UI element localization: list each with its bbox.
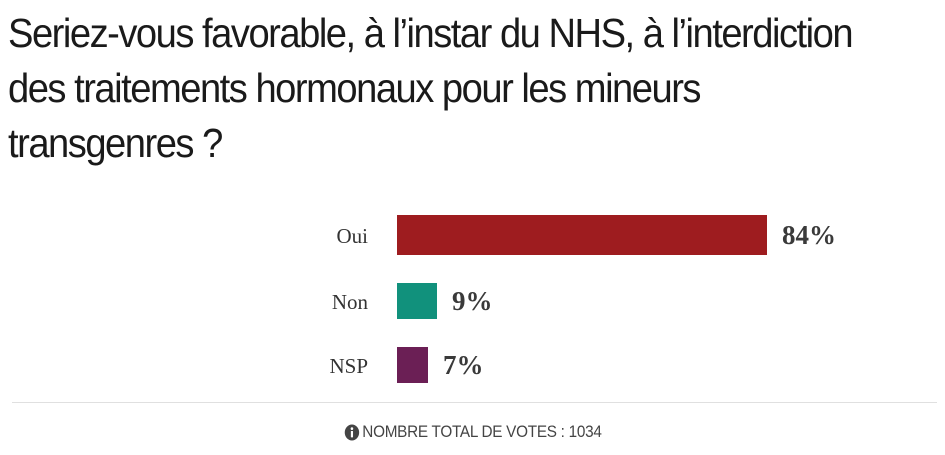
option-label: NSP xyxy=(329,354,368,378)
option-label: Oui xyxy=(336,224,369,248)
option-bar-track: 84% xyxy=(397,215,838,255)
poll-widget: Seriez-vous favorable, à l’instar du NHS… xyxy=(0,10,945,403)
total-votes: NOMBRE TOTAL DE VOTES : 1034 xyxy=(361,422,602,441)
option-bar-track: 7% xyxy=(397,347,838,383)
option-bar xyxy=(397,283,437,319)
option-percent: 84% xyxy=(782,219,836,250)
option-bar xyxy=(397,347,428,383)
info-icon xyxy=(344,424,359,441)
option-bar xyxy=(397,215,767,255)
divider xyxy=(12,402,937,403)
poll-footer: NOMBRE TOTAL DE VOTES : 1034 xyxy=(0,422,945,442)
option-label: Non xyxy=(331,290,368,314)
option-percent: 7% xyxy=(443,349,484,380)
poll-option-non: Non 9% xyxy=(0,283,945,319)
option-percent: 9% xyxy=(452,285,493,316)
option-bar-track: 9% xyxy=(397,283,838,319)
poll-option-oui: Oui 84% xyxy=(0,215,945,255)
poll-option-nsp: NSP 7% xyxy=(0,347,945,383)
poll-question: Seriez-vous favorable, à l’instar du NHS… xyxy=(8,10,854,166)
